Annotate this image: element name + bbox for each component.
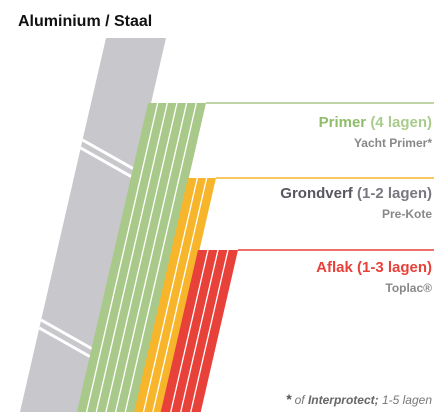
metal-highlight bbox=[79, 146, 135, 180]
stripe bbox=[190, 249, 229, 412]
metal-band bbox=[19, 38, 167, 412]
title: Aluminium / Staal bbox=[18, 13, 152, 30]
footnote-text: of bbox=[295, 393, 307, 407]
footnote-coats: 1-5 lagen bbox=[382, 393, 432, 407]
metal-highlight bbox=[40, 318, 95, 352]
stripe bbox=[142, 177, 198, 412]
layer-heading: Aflak (1-3 lagen) bbox=[316, 259, 432, 276]
layer-heading: Primer (4 lagen) bbox=[319, 114, 432, 131]
footnote-star: * bbox=[286, 391, 292, 407]
footnote: * of Interprotect; 1-5 lagen bbox=[286, 391, 433, 407]
layer-name: Aflak bbox=[316, 259, 353, 276]
stripe bbox=[180, 249, 219, 412]
stripe bbox=[114, 102, 188, 412]
layer-name: Grondverf bbox=[280, 185, 354, 202]
grondverf-band bbox=[134, 178, 216, 412]
layer-name: Primer bbox=[319, 114, 367, 131]
footnote-brand: Interprotect; bbox=[308, 393, 379, 407]
stripe bbox=[152, 177, 208, 412]
stripe bbox=[85, 102, 159, 412]
metal-highlight bbox=[81, 138, 137, 172]
metal-highlight bbox=[38, 326, 94, 360]
stripe bbox=[124, 102, 197, 412]
layer-coats: (1-2 lagen) bbox=[357, 185, 432, 202]
layer-product: Toplac® bbox=[385, 281, 432, 295]
stripe bbox=[105, 102, 178, 412]
layers bbox=[19, 38, 434, 412]
layer-product: Yacht Primer* bbox=[354, 136, 432, 150]
stripe bbox=[95, 102, 168, 412]
layer-coats: (4 lagen) bbox=[370, 114, 432, 131]
stripe bbox=[170, 249, 209, 412]
layer-heading: Grondverf (1-2 lagen) bbox=[280, 185, 432, 202]
layer-product: Pre-Kote bbox=[382, 207, 432, 221]
layer-coats: (1-3 lagen) bbox=[357, 259, 432, 276]
